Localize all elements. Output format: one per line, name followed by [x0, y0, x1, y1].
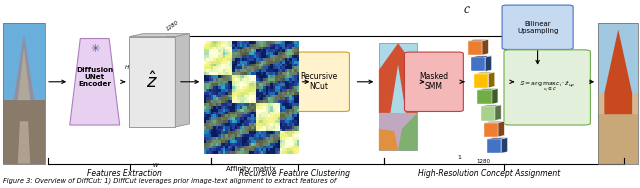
Text: Diffusion
UNet
Encoder: Diffusion UNet Encoder — [76, 67, 113, 87]
Bar — [481, 106, 495, 121]
Text: High-Resolution Concept Assignment: High-Resolution Concept Assignment — [419, 169, 561, 178]
Text: Masked
SMM: Masked SMM — [419, 72, 449, 92]
Polygon shape — [398, 113, 417, 150]
Polygon shape — [379, 113, 417, 150]
Text: 1: 1 — [457, 155, 461, 160]
Bar — [471, 57, 485, 71]
Text: 1280: 1280 — [477, 159, 491, 164]
Polygon shape — [379, 129, 398, 150]
Bar — [598, 23, 638, 93]
FancyBboxPatch shape — [502, 5, 573, 49]
Polygon shape — [13, 34, 35, 100]
Bar — [468, 41, 482, 55]
Bar — [3, 23, 45, 100]
Text: W: W — [153, 163, 158, 168]
Polygon shape — [485, 56, 492, 71]
Polygon shape — [495, 105, 501, 121]
Polygon shape — [484, 121, 504, 123]
Polygon shape — [70, 39, 120, 125]
Polygon shape — [498, 121, 504, 137]
Text: Recursive
NCut: Recursive NCut — [300, 72, 337, 92]
Polygon shape — [488, 72, 495, 88]
Text: $\hat{z}$: $\hat{z}$ — [147, 71, 158, 92]
Bar — [3, 100, 45, 164]
Text: Bilinear
Upsampling: Bilinear Upsampling — [517, 21, 558, 34]
Polygon shape — [175, 34, 189, 127]
Polygon shape — [18, 48, 30, 100]
Text: 1280: 1280 — [166, 20, 180, 32]
FancyBboxPatch shape — [504, 50, 590, 125]
Text: ✳: ✳ — [90, 44, 99, 54]
Polygon shape — [492, 89, 498, 104]
Text: Affinity matrix: Affinity matrix — [226, 166, 276, 172]
Bar — [598, 23, 638, 164]
Text: H: H — [125, 65, 129, 70]
Text: Figure 3: Overview of DiffCut: 1) DiffCut leverages prior image-text alignment t: Figure 3: Overview of DiffCut: 1) DiffCu… — [3, 178, 337, 184]
Polygon shape — [482, 39, 488, 55]
FancyBboxPatch shape — [404, 52, 463, 111]
Polygon shape — [468, 39, 488, 41]
Polygon shape — [129, 34, 189, 37]
Bar — [474, 74, 488, 88]
Bar — [477, 90, 492, 104]
Bar — [379, 43, 417, 150]
Polygon shape — [604, 30, 632, 114]
Bar — [129, 37, 175, 127]
Text: Features Extraction: Features Extraction — [88, 169, 162, 178]
Text: Recursive Feature Clustering: Recursive Feature Clustering — [239, 169, 350, 178]
Polygon shape — [474, 72, 495, 74]
Polygon shape — [379, 43, 417, 113]
Bar — [3, 23, 45, 164]
Polygon shape — [501, 138, 508, 153]
Polygon shape — [481, 105, 501, 106]
Polygon shape — [471, 56, 492, 57]
Bar — [484, 123, 498, 137]
FancyBboxPatch shape — [288, 52, 349, 111]
Polygon shape — [487, 138, 508, 139]
Bar — [487, 139, 501, 153]
Bar — [598, 114, 638, 164]
Bar — [598, 93, 638, 114]
Polygon shape — [477, 89, 498, 90]
Polygon shape — [18, 121, 30, 164]
Text: $\mathcal{S} = \arg\max_{c_i \in \mathcal{C}} c_i \cdot \hat{z}_{up}$: $\mathcal{S} = \arg\max_{c_i \in \mathca… — [519, 80, 575, 94]
Text: $\mathcal{C}$: $\mathcal{C}$ — [463, 4, 471, 15]
